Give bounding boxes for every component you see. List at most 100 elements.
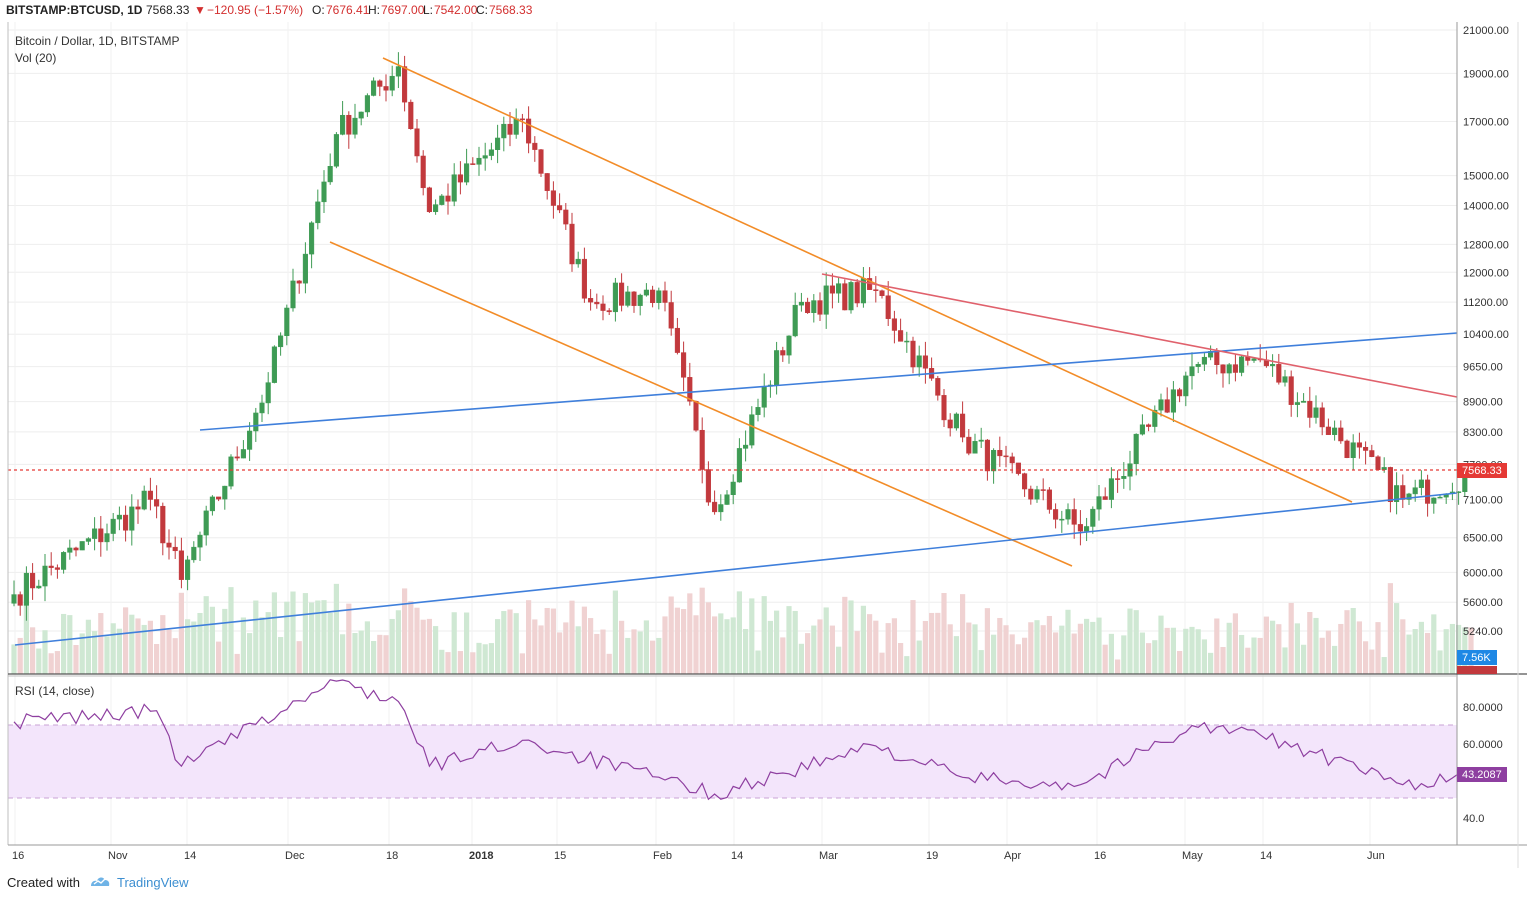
volume-bar (929, 612, 935, 674)
symbol-header: BITSTAMP:BTCUSD, 1D 7568.33 ▼ −120.95 (−… (0, 0, 1527, 22)
volume-bar (625, 637, 631, 674)
volume-bar (668, 596, 674, 674)
candle-body (600, 303, 606, 311)
volume-bar (92, 631, 98, 674)
candle-body (656, 290, 662, 303)
blue-upper-trendline[interactable] (199, 332, 1458, 431)
volume-bar (1084, 618, 1090, 674)
candle-body (922, 355, 928, 369)
volume-bar (507, 609, 513, 674)
volume-bar (873, 620, 879, 674)
candle-body (712, 501, 718, 513)
candle-body (619, 282, 625, 306)
candle-body (1022, 473, 1028, 490)
candle-body (730, 481, 736, 495)
candle-body (482, 155, 488, 159)
candle-body (160, 505, 166, 544)
time-axis[interactable]: 16 Nov 14 Dec 18 2018 15 Feb 14 Mar 19 Apr 16 May 14 Ju… (12, 850, 1385, 862)
candle-body (1226, 364, 1232, 374)
candle-body (92, 528, 98, 539)
volume-bar (85, 619, 91, 674)
volume-bar (724, 619, 730, 674)
candle-body (470, 163, 476, 165)
candle-body (780, 350, 786, 356)
candle-body (172, 546, 178, 552)
candle-body (333, 134, 339, 167)
volume-bar (185, 619, 191, 674)
volume-bar (792, 610, 798, 674)
candle-body (786, 335, 792, 356)
candle-body (668, 302, 674, 329)
volume-bar (495, 619, 501, 674)
volume-bar (687, 593, 693, 674)
red-resistance-trendline[interactable] (821, 273, 1458, 398)
candle-body (1158, 399, 1164, 411)
rsi-axis[interactable]: 80.0000 60.0000 40.0 (1463, 702, 1503, 825)
volume-bar (1338, 623, 1344, 674)
volume-bar (284, 601, 290, 674)
candle-body (61, 552, 67, 570)
volume-bar (650, 640, 656, 674)
candle-body (687, 377, 693, 402)
volume-bar (767, 620, 773, 674)
volume-bar (1276, 624, 1282, 674)
volume-bar (420, 619, 426, 674)
orange-upper-trendline[interactable] (382, 57, 1353, 503)
volume-bar (1449, 623, 1455, 674)
price-tick-label: 12000.00 (1463, 267, 1509, 279)
candle-body (1232, 364, 1238, 373)
volume-bar (501, 611, 507, 674)
candle-body (371, 80, 377, 96)
price-axis[interactable]: 21000.00 19000.00 17000.00 15000.00 14000.00… (1463, 25, 1509, 638)
volume-bar (197, 612, 203, 674)
candle-body (48, 565, 54, 568)
volume-bar (1412, 629, 1418, 674)
volume-bar (228, 587, 234, 674)
symbol-label[interactable]: BITSTAMP:BTCUSD, 1D (6, 3, 143, 17)
volume-bar (36, 648, 42, 674)
blue-lower-trendline[interactable] (14, 492, 1458, 646)
price-badge-bg (1457, 463, 1507, 478)
candle-body (1369, 450, 1375, 457)
candle-body (488, 149, 494, 156)
candle-body (191, 546, 197, 561)
candle-body (116, 514, 122, 520)
volume-bar (984, 608, 990, 674)
candle-body (1282, 376, 1288, 383)
rsi-legend[interactable]: RSI (14, close) (15, 684, 94, 698)
down-arrow-icon: ▼ (194, 3, 206, 17)
candle-body (550, 190, 556, 206)
volume-legend[interactable]: Vol (20) (15, 51, 56, 65)
tradingview-logo-icon[interactable] (88, 873, 112, 889)
candle-body (395, 66, 401, 77)
volume-bar (1387, 583, 1393, 674)
candle-body (98, 528, 104, 543)
candle-body (377, 80, 383, 87)
tradingview-link[interactable]: TradingView (117, 875, 189, 890)
volume-bar (550, 608, 556, 674)
candle-body (997, 449, 1003, 457)
candle-body (278, 335, 284, 348)
volume-bar (947, 624, 953, 674)
volume-bar (1288, 602, 1294, 674)
high-label: H: (368, 3, 380, 17)
candle-body (1437, 496, 1443, 499)
time-tick-label: Jun (1367, 850, 1385, 862)
price-tick-label: 19000.00 (1463, 68, 1509, 80)
volume-bar (414, 607, 420, 674)
candle-body (352, 117, 358, 135)
volume-bar (1121, 635, 1127, 674)
chart-canvas[interactable]: 21000.00 19000.00 17000.00 15000.00 14000.00… (0, 0, 1527, 868)
chart-title[interactable]: Bitcoin / Dollar, 1D, BITSTAMP (15, 34, 180, 48)
candle-body (1387, 467, 1393, 502)
volume-bar (104, 636, 110, 674)
candle-body (1239, 356, 1245, 373)
low-label: L: (423, 3, 434, 17)
footer: Created with TradingView (0, 868, 1527, 900)
orange-lower-trendline[interactable] (329, 241, 1073, 567)
volume-bar (110, 623, 116, 674)
candle-body (1301, 400, 1307, 403)
volume-bar (557, 632, 563, 674)
candle-body (761, 386, 767, 408)
candle-body (178, 550, 184, 580)
